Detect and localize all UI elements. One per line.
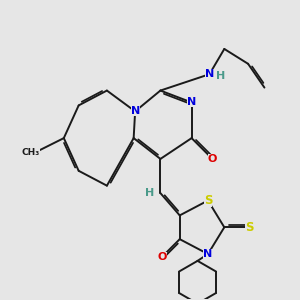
Text: H: H	[146, 188, 154, 198]
Text: S: S	[245, 221, 254, 234]
Text: N: N	[187, 98, 196, 107]
Text: N: N	[130, 106, 140, 116]
Text: CH₃: CH₃	[22, 148, 40, 158]
Text: N: N	[203, 249, 213, 259]
Text: O: O	[208, 154, 217, 164]
Text: N: N	[205, 69, 214, 79]
Text: H: H	[216, 71, 225, 81]
Text: S: S	[204, 194, 212, 207]
Text: O: O	[157, 252, 167, 262]
